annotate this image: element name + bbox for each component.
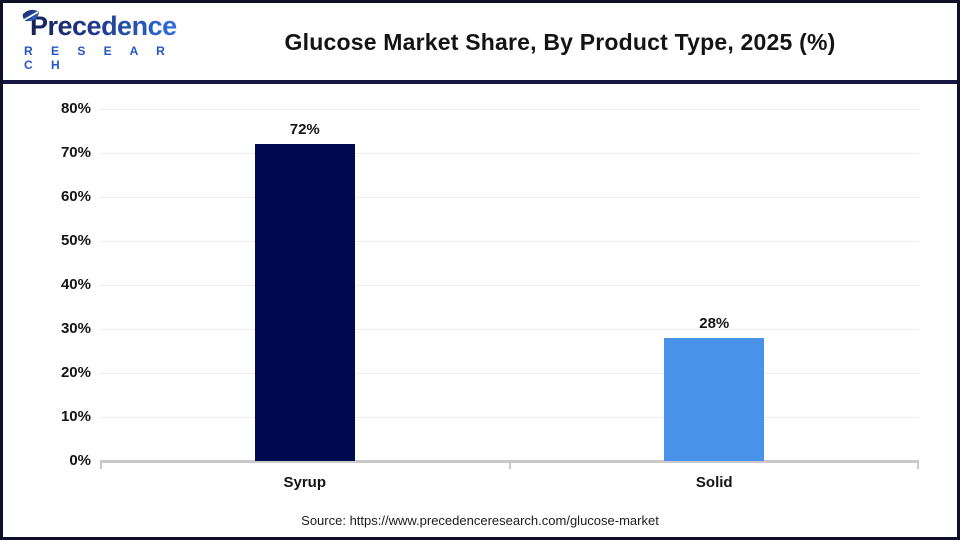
- gridline: [100, 416, 919, 418]
- gridline: [100, 152, 919, 154]
- gridline: [100, 108, 919, 110]
- gridline: [100, 328, 919, 330]
- y-tick-label: 30%: [60, 320, 91, 337]
- plot-area: 72% Syrup 28% Solid: [100, 108, 919, 491]
- logo-subtext: R E S E A R C H: [24, 44, 173, 72]
- y-tick-label: 50%: [60, 232, 91, 249]
- y-tick-label: 80%: [60, 100, 91, 117]
- bar-value-label: 28%: [699, 314, 730, 332]
- y-tick-label: 60%: [60, 188, 91, 205]
- gridline: [100, 284, 919, 286]
- gridline: [100, 196, 919, 198]
- header-separator: [3, 80, 957, 84]
- chart-title: Glucose Market Share, By Product Type, 2…: [284, 29, 836, 55]
- x-axis-tick: [100, 463, 102, 469]
- y-tick-label: 10%: [60, 408, 91, 425]
- x-axis-tick: [508, 463, 511, 469]
- brand-logo: Precedence R E S E A R C H: [21, 9, 191, 72]
- y-tick-label: 70%: [60, 144, 91, 161]
- gridline: [100, 240, 919, 242]
- leaf-logo-icon: [21, 9, 39, 40]
- x-axis-line: [100, 460, 919, 463]
- bar-syrup: [254, 144, 355, 461]
- gridline: [100, 372, 919, 374]
- bar-value-label: 72%: [289, 121, 320, 139]
- x-category-label: Solid: [695, 474, 733, 491]
- source-note: Source: https://www.precedenceresearch.c…: [301, 513, 659, 528]
- x-category-label: Syrup: [283, 474, 326, 491]
- bar-solid: [664, 337, 765, 461]
- header: Precedence R E S E A R C H Glucose Marke…: [3, 3, 957, 80]
- y-tick-label: 0%: [69, 452, 91, 469]
- y-tick-label: 40%: [60, 276, 91, 293]
- logo-wordmark: Precedence: [30, 11, 177, 41]
- x-axis-tick: [917, 463, 919, 469]
- y-tick-label: 20%: [60, 364, 91, 381]
- y-axis-labels: 0% 10% 20% 30% 40% 50% 60% 70% 80%: [3, 100, 91, 469]
